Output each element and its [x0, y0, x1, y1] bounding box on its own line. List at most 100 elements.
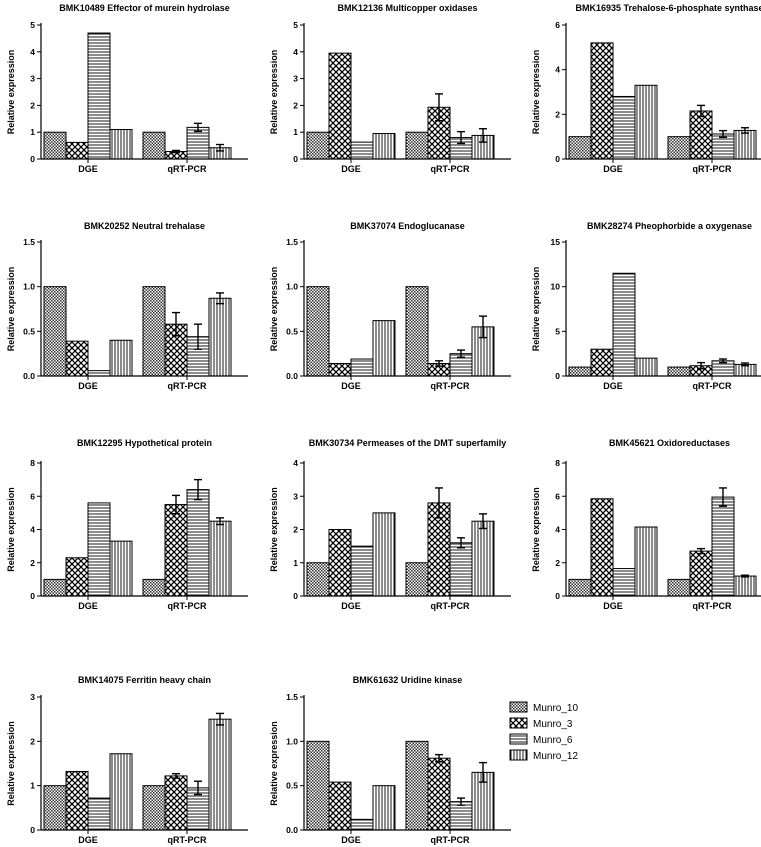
legend-label: Munro_12	[533, 751, 578, 762]
bar-munro-10	[568, 366, 592, 377]
x-category-label: DGE	[78, 835, 98, 845]
bar-munro-12	[634, 526, 658, 597]
x-category-label: DGE	[78, 381, 98, 391]
chart-panel: BMK37074 Endoglucanase Relative expressio…	[269, 221, 511, 391]
bar-munro-6	[449, 542, 473, 597]
chart-title: BMK28274 Pheophorbide a oxygenase	[587, 221, 752, 231]
bar-munro-3	[328, 52, 352, 160]
y-axis-label: Relative expression	[269, 50, 279, 135]
y-axis-label: Relative expression	[6, 487, 16, 572]
y-axis-label: Relative expression	[531, 50, 541, 135]
bar-munro-3	[328, 529, 352, 597]
chart-title: BMK12136 Multicopper oxidases	[337, 3, 477, 13]
bar-munro-3	[590, 498, 614, 597]
bar-munro-10	[142, 286, 166, 377]
x-category-label: qRT-PCR	[431, 164, 470, 174]
bar-munro-12	[109, 753, 133, 831]
bar-munro-12	[634, 84, 658, 160]
y-tick-label: 3	[293, 74, 298, 84]
chart-panel: BMK10489 Effector of murein hydrolase Rel…	[6, 3, 248, 174]
y-axis-label: Relative expression	[6, 267, 16, 352]
y-tick-label: 4	[555, 65, 560, 75]
bar-munro-12	[733, 129, 757, 160]
y-tick-label: 0	[555, 591, 560, 601]
bar-munro-3	[689, 110, 713, 160]
chart-title: BMK37074 Endoglucanase	[350, 221, 465, 231]
y-tick-label: 1	[293, 127, 298, 137]
bar-munro-10	[405, 131, 429, 160]
x-category-label: DGE	[341, 601, 361, 611]
y-axis-label: Relative expression	[6, 50, 16, 135]
bar-munro-3	[65, 770, 89, 831]
bar-munro-3	[164, 775, 188, 831]
y-tick-label: 0	[555, 371, 560, 381]
bar-munro-6	[350, 358, 374, 377]
y-tick-label: 1.0	[286, 282, 298, 292]
chart-panel: BMK28274 Pheophorbide a oxygenase Relativ…	[531, 221, 761, 391]
y-axis-label: Relative expression	[531, 487, 541, 572]
y-tick-label: 0.0	[286, 825, 298, 835]
chart-title: BMK16935 Trehalose-6-phosphate synthase	[575, 3, 761, 13]
bar-munro-12	[634, 357, 658, 377]
bar-munro-12	[372, 133, 396, 160]
y-axis-label: Relative expression	[269, 267, 279, 352]
chart-title: BMK45621 Oxidoreductases	[609, 438, 730, 448]
chart-panel: BMK30734 Permeases of the DMT superfamil…	[269, 438, 511, 611]
chart-panel: BMK45621 Oxidoreductases Relative express…	[531, 438, 761, 611]
y-axis-label: Relative expression	[269, 721, 279, 806]
x-category-label: qRT-PCR	[693, 164, 732, 174]
bar-munro-3	[65, 141, 89, 160]
y-tick-label: 4	[555, 525, 560, 535]
y-axis-label: Relative expression	[531, 267, 541, 352]
chart-panel: BMK14075 Ferritin heavy chain Relative ex…	[6, 675, 248, 845]
chart-panel: BMK61632 Uridine kinase Relative expressi…	[269, 675, 511, 845]
y-tick-label: 3	[30, 74, 35, 84]
bar-munro-12	[208, 520, 232, 597]
panels: BMK10489 Effector of murein hydrolase Rel…	[6, 3, 761, 845]
x-category-label: qRT-PCR	[431, 601, 470, 611]
bar-munro-6	[186, 489, 210, 597]
chart-panel: BMK20252 Neutral trehalase Relative expre…	[6, 221, 248, 391]
bar-munro-10	[667, 578, 691, 597]
y-tick-label: 5	[555, 326, 560, 336]
y-tick-label: 1	[293, 558, 298, 568]
x-category-label: qRT-PCR	[693, 601, 732, 611]
bar-munro-3	[164, 504, 188, 597]
x-category-label: DGE	[78, 601, 98, 611]
bar-munro-12	[208, 718, 232, 831]
bar-munro-6	[350, 141, 374, 160]
y-tick-label: 1.5	[23, 237, 35, 247]
chart-title: BMK10489 Effector of murein hydrolase	[59, 3, 230, 13]
x-category-label: DGE	[603, 164, 623, 174]
legend-label: Munro_6	[533, 735, 573, 746]
bar-munro-10	[306, 562, 330, 597]
bar-munro-12	[733, 575, 757, 597]
bar-munro-10	[405, 740, 429, 831]
y-tick-label: 0	[30, 591, 35, 601]
y-tick-label: 5	[293, 20, 298, 30]
bar-munro-3	[427, 757, 451, 831]
bar-munro-10	[142, 785, 166, 831]
x-category-label: qRT-PCR	[431, 381, 470, 391]
bar-munro-6	[87, 502, 111, 597]
y-tick-label: 2	[555, 109, 560, 119]
y-tick-label: 0.5	[286, 781, 298, 791]
x-category-label: DGE	[341, 164, 361, 174]
bar-munro-12	[208, 297, 232, 377]
y-tick-label: 0	[30, 154, 35, 164]
bar-munro-6	[449, 801, 473, 831]
chart-title: BMK20252 Neutral trehalase	[84, 221, 205, 231]
y-tick-label: 3	[293, 491, 298, 501]
bar-munro-3	[65, 557, 89, 597]
bar-munro-10	[306, 131, 330, 160]
bar-munro-6	[87, 797, 111, 831]
y-tick-label: 1.5	[286, 237, 298, 247]
y-tick-label: 0.5	[286, 326, 298, 336]
bar-munro-12	[372, 320, 396, 377]
y-tick-label: 0	[30, 825, 35, 835]
legend: Munro_10 Munro_3 Munro_6 Munro_12	[509, 701, 578, 762]
bar-munro-10	[667, 136, 691, 160]
y-tick-label: 6	[555, 20, 560, 30]
y-tick-label: 0.5	[23, 326, 35, 336]
y-tick-label: 2	[30, 736, 35, 746]
